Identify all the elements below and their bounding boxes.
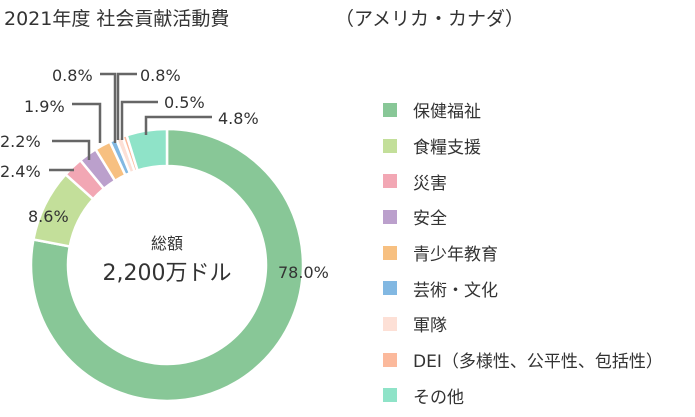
center-label: 総額: [151, 234, 183, 253]
legend-item: DEI（多様性、公平性、包括性）: [383, 342, 663, 378]
donut-slice-8: [125, 127, 169, 173]
chart-title: 2021年度 社会貢献活動費: [4, 8, 230, 30]
donut-slice-0: [29, 127, 305, 403]
leader-line-other: [144, 115, 212, 135]
legend-swatch: [383, 138, 397, 153]
legend-label: 青少年教育: [413, 245, 498, 266]
leader-line-dei: [120, 100, 158, 140]
legend-swatch: [383, 388, 397, 403]
legend-label: 食糧支援: [413, 138, 481, 159]
leader-line-youth: [72, 102, 102, 143]
legend-swatch: [383, 102, 397, 117]
legend-item: その他: [383, 378, 663, 414]
legend-item: 保健福祉: [383, 92, 663, 128]
legend-label: 災害: [413, 173, 447, 194]
legend-label: その他: [413, 387, 464, 408]
data-label-arts: 0.8%: [52, 66, 93, 85]
legend-item: 軍隊: [383, 306, 663, 342]
legend-item: 青少年教育: [383, 235, 663, 271]
data-label-dei: 0.5%: [164, 93, 205, 112]
legend-label: 軍隊: [413, 316, 447, 337]
legend-item: 安全: [383, 199, 663, 235]
center-value: 2,200万ドル: [103, 261, 232, 286]
legend-swatch: [383, 352, 397, 367]
legend-item: 食糧支援: [383, 128, 663, 164]
legend-label: 安全: [413, 209, 447, 230]
legend-label: 保健福祉: [413, 102, 481, 123]
legend-swatch: [383, 281, 397, 296]
data-label-safety: 2.2%: [0, 132, 41, 151]
data-label-food: 8.6%: [28, 207, 69, 226]
leader-line-military: [116, 72, 137, 140]
data-label-other: 4.8%: [218, 109, 259, 128]
data-label-youth: 1.9%: [24, 97, 65, 116]
legend-item: 災害: [383, 163, 663, 199]
data-label-health: 78.0%: [278, 263, 329, 282]
legend-swatch: [383, 209, 397, 224]
legend-label: DEI（多様性、公平性、包括性）: [413, 352, 663, 373]
legend-swatch: [383, 245, 397, 260]
data-label-disaster: 2.4%: [0, 162, 41, 181]
legend-swatch: [383, 174, 397, 189]
leader-line-safety: [52, 139, 91, 160]
data-label-military: 0.8%: [140, 66, 181, 85]
chart-subtitle: （アメリカ・カナダ）: [335, 8, 525, 30]
legend: 保健福祉食糧支援災害安全青少年教育芸術・文化軍隊 DEI（多様性、公平性、包括性）…: [383, 92, 663, 413]
leader-line-arts: [100, 72, 117, 143]
legend-swatch: [383, 316, 397, 331]
legend-item: 芸術・文化: [383, 270, 663, 306]
legend-label: 芸術・文化: [413, 280, 498, 301]
